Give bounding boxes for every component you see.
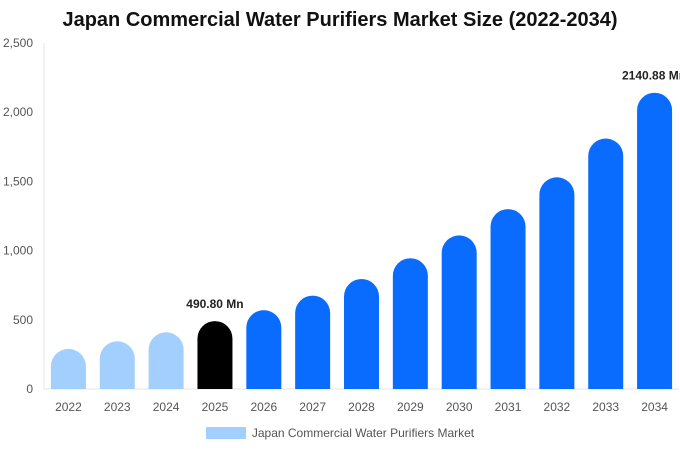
bar-2031 bbox=[490, 209, 526, 389]
x-tick-label: 2031 bbox=[495, 400, 522, 414]
legend: Japan Commercial Water Purifiers Market bbox=[0, 426, 680, 440]
bar-2032 bbox=[539, 177, 575, 389]
legend-label: Japan Commercial Water Purifiers Market bbox=[251, 426, 475, 440]
bar-2024 bbox=[148, 332, 184, 389]
y-tick-label: 1,500 bbox=[3, 174, 33, 188]
bar-2025 bbox=[197, 321, 233, 389]
chart-title: Japan Commercial Water Purifiers Market … bbox=[62, 9, 618, 31]
x-tick-label: 2034 bbox=[641, 400, 668, 414]
bar-2023 bbox=[99, 341, 135, 389]
y-tick-label: 500 bbox=[13, 313, 33, 327]
y-tick-label: 2,000 bbox=[3, 105, 33, 119]
bar-2030 bbox=[441, 235, 477, 389]
x-tick-label: 2029 bbox=[397, 400, 424, 414]
data-label-2034: 2140.88 Mn bbox=[622, 69, 680, 83]
x-tick-label: 2022 bbox=[55, 400, 82, 414]
x-tick-label: 2030 bbox=[446, 400, 473, 414]
bar-2027 bbox=[295, 295, 331, 389]
y-tick-label: 1,000 bbox=[3, 244, 33, 258]
x-tick-label: 2026 bbox=[250, 400, 277, 414]
legend-swatch bbox=[205, 427, 246, 439]
y-tick-label: 0 bbox=[26, 382, 33, 396]
x-tick-label: 2025 bbox=[202, 400, 229, 414]
y-tick-label: 2,500 bbox=[3, 36, 33, 50]
x-tick-label: 2033 bbox=[592, 400, 619, 414]
x-tick-label: 2028 bbox=[348, 400, 375, 414]
x-tick-label: 2024 bbox=[153, 400, 180, 414]
bar-2034 bbox=[637, 92, 673, 390]
bar-2026 bbox=[246, 310, 282, 389]
bar-2028 bbox=[344, 278, 379, 389]
x-tick-label: 2032 bbox=[544, 400, 571, 414]
x-tick-label: 2023 bbox=[104, 400, 131, 414]
data-label-2025: 490.80 Mn bbox=[186, 297, 243, 311]
bar-2022 bbox=[50, 348, 86, 389]
bar-2029 bbox=[392, 258, 428, 389]
bar-2033 bbox=[588, 138, 624, 389]
x-tick-label: 2027 bbox=[299, 400, 326, 414]
